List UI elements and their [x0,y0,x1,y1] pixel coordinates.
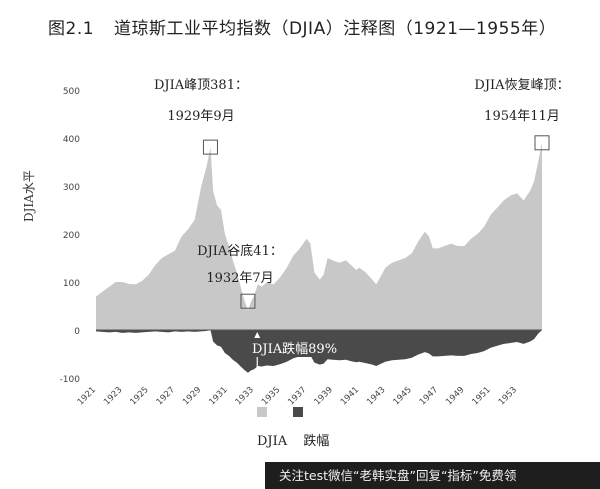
legend-label-djia: DJIA [257,434,288,449]
legend-swatch-drawdown [293,407,303,417]
annotation-trough-line1: DJIA谷底41： [197,244,283,259]
footer-text: 关注test微信“老韩实盘”回复“指标”免费领 [279,468,517,483]
y-tick-label: 300 [63,183,80,193]
annotation-drawdown: DJIA跌幅89% [250,338,340,357]
y-tick-label: -100 [60,375,81,385]
x-tick-label: 1929 [181,385,203,407]
y-tick-label: 0 [74,327,80,337]
legend: DJIA 跌幅 [257,430,341,449]
x-tick-label: 1933 [234,385,256,407]
drawdown-arrow-head [254,332,261,338]
title-text: 道琼斯工业平均指数（DJIA）注释图（1921—1955年） [113,19,557,39]
annotation-trough-1932: DJIA谷底41： 1932年7月 [190,240,290,286]
x-tick-label: 1937 [286,385,308,407]
annotation-trough-line2: 1932年7月 [206,271,274,286]
peak-1929-marker [202,139,218,155]
y-axis-label: DJIA水平 [22,170,36,222]
y-tick-label: 100 [63,279,80,289]
x-tick-label: 1943 [365,385,387,407]
x-tick-label: 1951 [470,385,492,407]
x-tick-label: 1921 [76,385,98,407]
peak-1954-marker [534,135,550,151]
y-tick-label: 200 [63,231,80,241]
y-tick-label: 400 [63,135,80,145]
series-area-djia [96,142,542,330]
annotation-peak-1954-line1: DJIA恢复峰顶： [474,78,570,93]
x-tick-label: 1925 [128,385,150,407]
x-tick-label: 1953 [497,385,519,407]
footer-banner: 关注test微信“老韩实盘”回复“指标”免费领 [265,462,600,489]
annotation-peak-1954: DJIA恢复峰顶： 1954年11月 [462,74,582,124]
annotation-peak-1929: DJIA峰顶381： 1929年9月 [146,74,256,124]
x-tick-label: 1935 [260,385,282,407]
annotation-drawdown-label: DJIA跌幅89% [252,342,338,357]
trough-1932-marker [240,293,256,309]
x-tick-label: 1941 [339,385,361,407]
x-tick-label: 1939 [313,385,335,407]
x-tick-label: 1945 [392,385,414,407]
annotation-peak-1929-line2: 1929年9月 [167,109,235,124]
annotation-peak-1929-line1: DJIA峰顶381： [154,78,248,93]
x-tick-label: 1923 [102,385,124,407]
annotation-peak-1954-line2: 1954年11月 [484,109,560,124]
legend-swatch-djia [257,407,267,417]
x-tick-label: 1931 [207,385,229,407]
chart-title: 图2.1 道琼斯工业平均指数（DJIA）注释图（1921—1955年） [48,14,556,39]
legend-label-drawdown: 跌幅 [303,434,330,449]
x-tick-label: 1947 [418,385,440,407]
x-tick-label: 1927 [155,385,177,407]
y-tick-label: 500 [63,87,80,97]
x-tick-label: 1949 [444,385,466,407]
figure-number: 图2.1 [48,19,95,39]
